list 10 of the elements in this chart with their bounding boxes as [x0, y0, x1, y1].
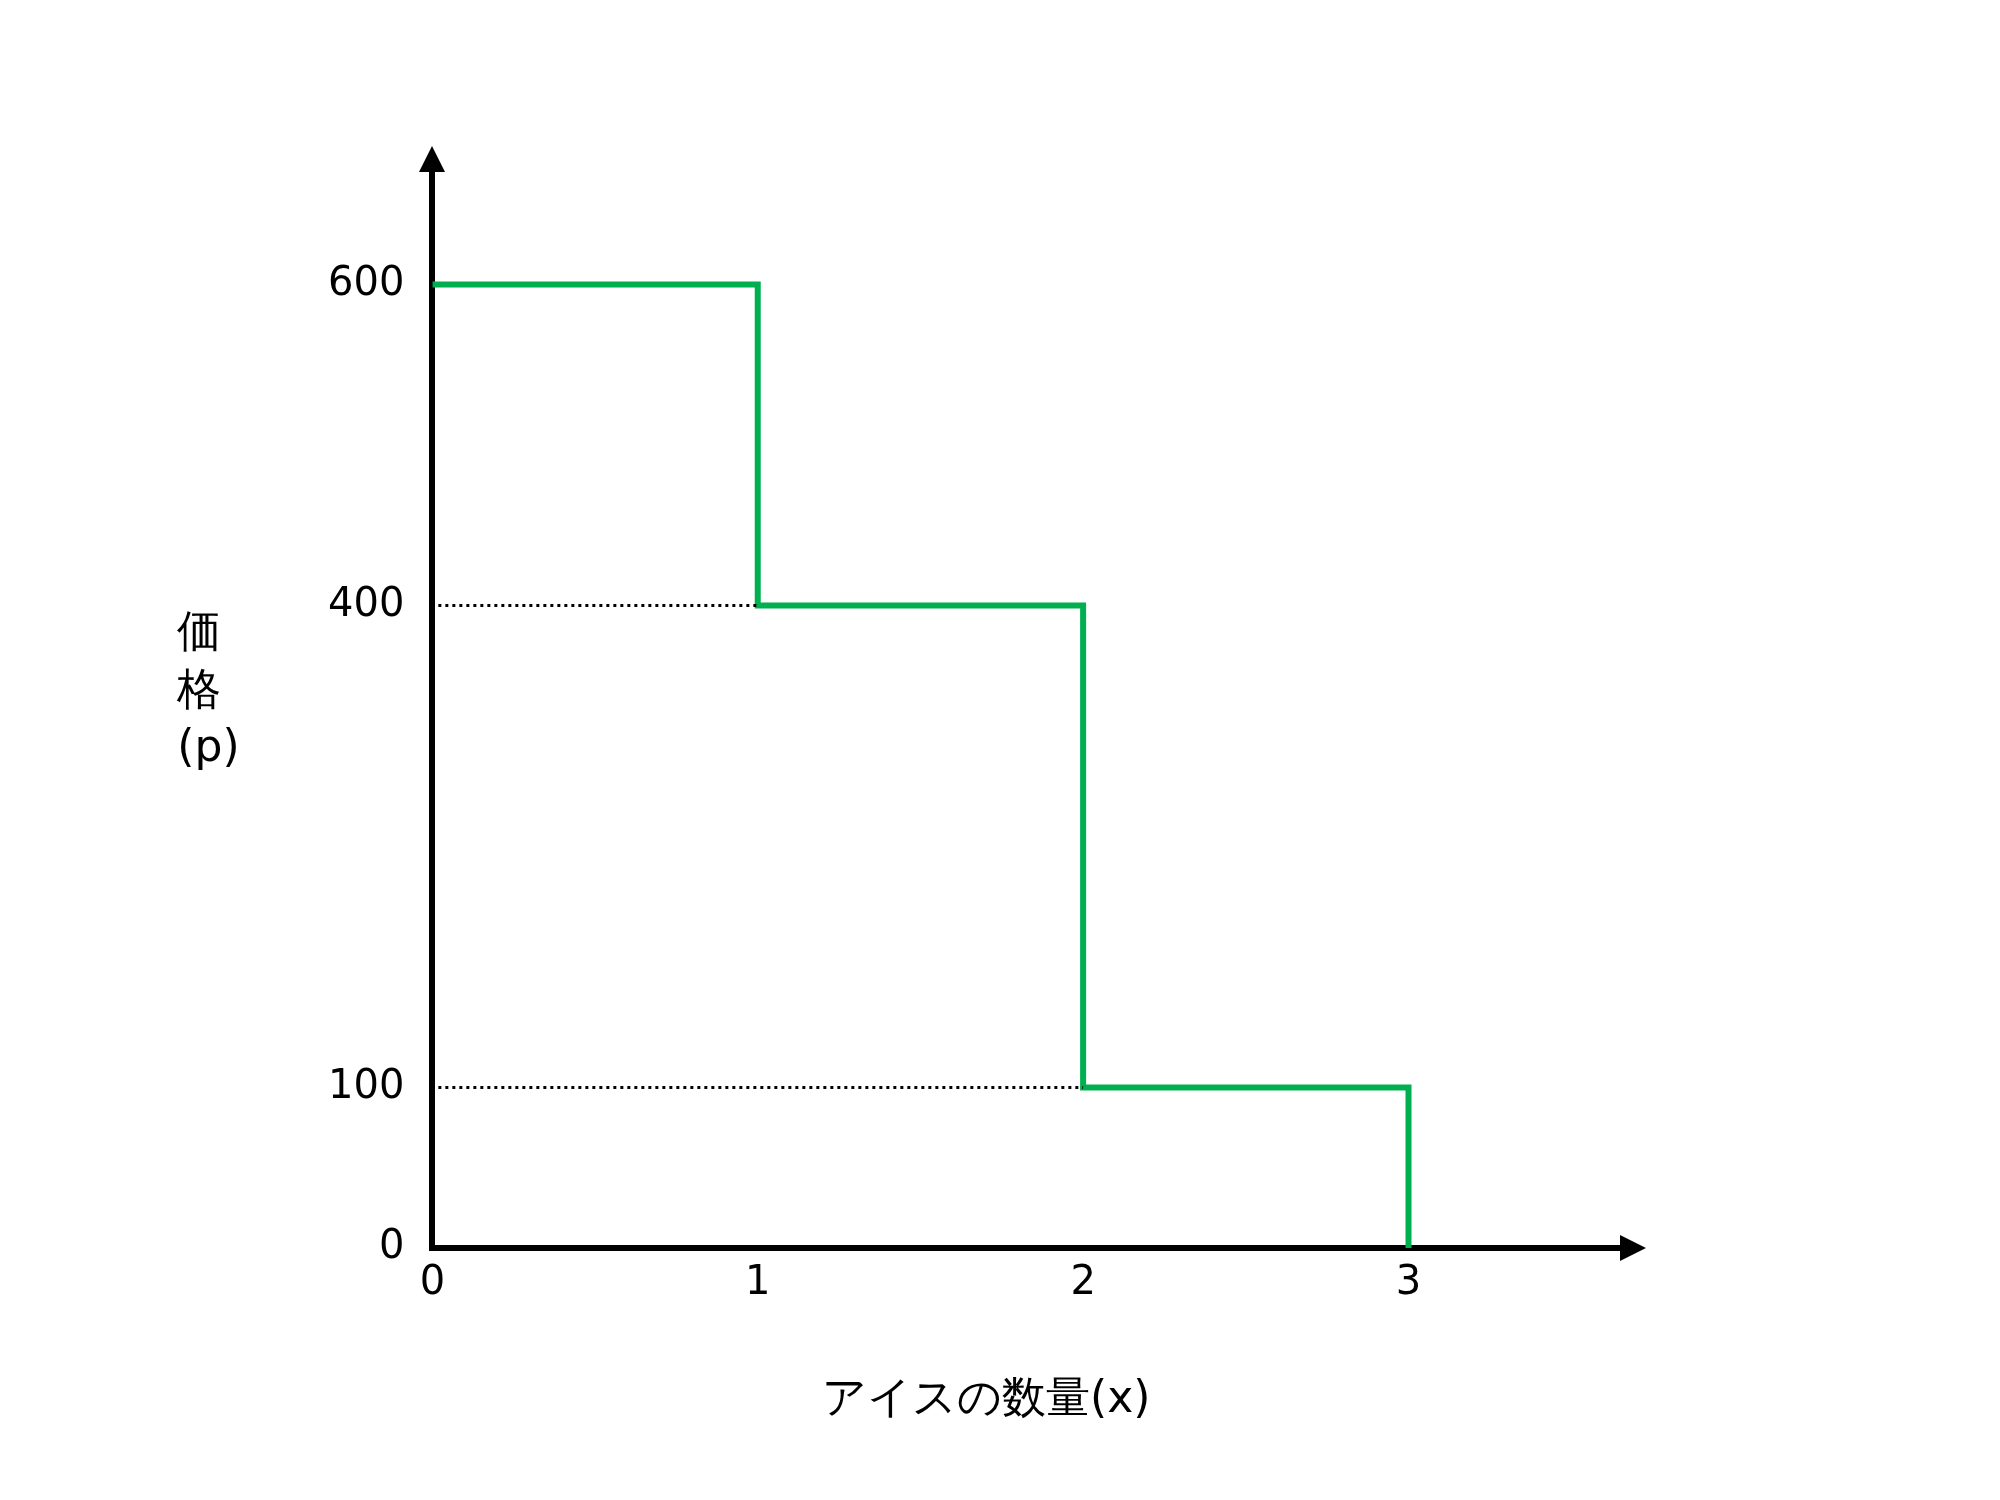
y-tick-label: 600 [327, 257, 405, 304]
x-axis-title: アイスの数量(x) [821, 1370, 1151, 1424]
x-tick-label: 2 [1070, 1257, 1096, 1304]
y-tick-label: 0 [378, 1221, 405, 1268]
x-tick-label: 0 [419, 1257, 446, 1304]
y-axis-title: 価格(p) [177, 604, 241, 773]
x-tick-label: 1 [745, 1257, 771, 1304]
y-tick-label: 100 [327, 1060, 405, 1107]
y-tick-label: 400 [327, 579, 405, 625]
x-tick-label: 3 [1395, 1257, 1422, 1304]
